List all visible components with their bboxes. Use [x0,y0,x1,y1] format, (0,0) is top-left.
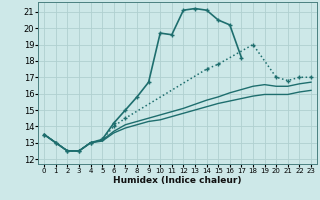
X-axis label: Humidex (Indice chaleur): Humidex (Indice chaleur) [113,176,242,185]
